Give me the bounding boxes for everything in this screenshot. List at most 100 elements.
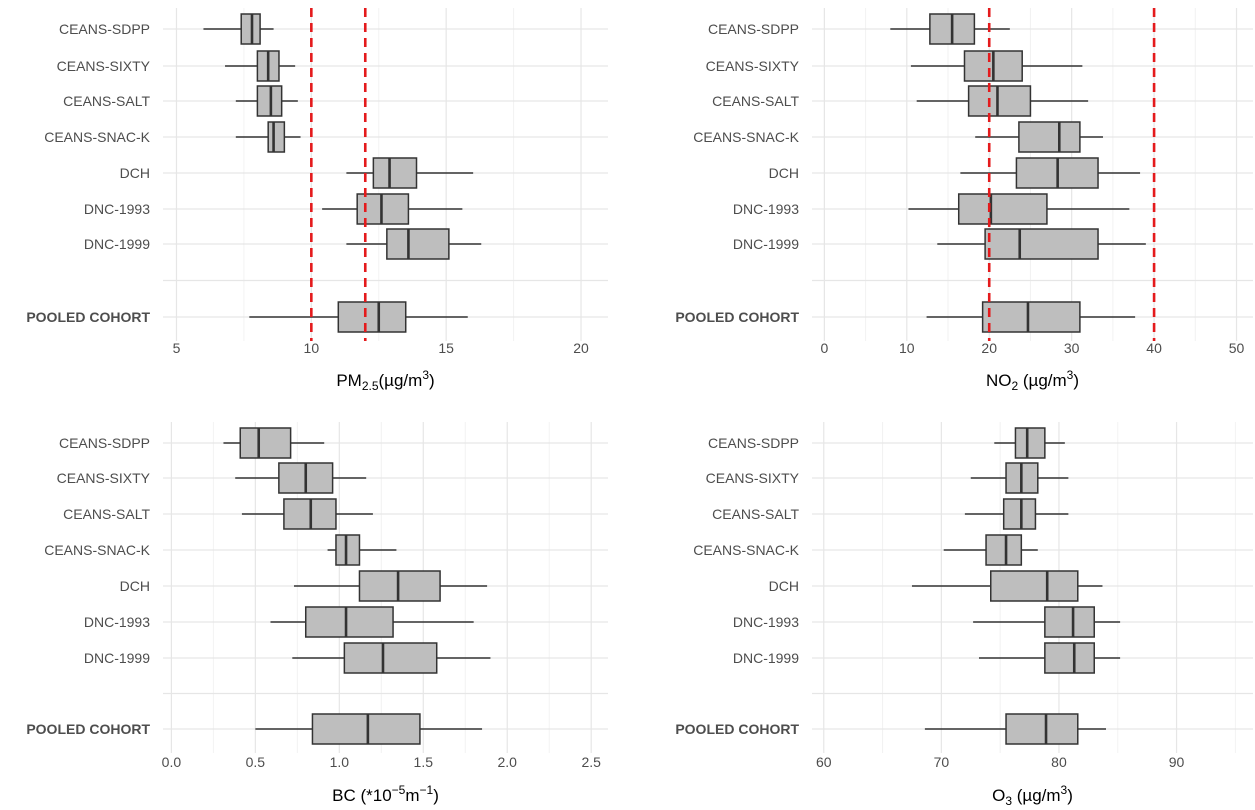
category-label: CEANS-SALT — [63, 93, 150, 109]
iqr-box — [967, 85, 1032, 117]
category-label: CEANS-SNAC-K — [693, 129, 799, 145]
box-ceans-sdpp — [890, 13, 1010, 45]
x-axis-label-part: (µg/m — [379, 371, 423, 390]
box-ceans-salt — [916, 85, 1089, 117]
category-label: CEANS-SALT — [712, 93, 799, 109]
box-ceans-sdpp — [223, 427, 325, 459]
iqr-box — [1044, 642, 1095, 674]
x-tick-label: 1.0 — [330, 754, 350, 770]
x-axis-label: BC (*10−5m−1) — [332, 783, 439, 805]
category-label: POOLED COHORT — [675, 309, 799, 325]
category-label: POOLED COHORT — [26, 721, 150, 737]
x-tick-label: 5 — [173, 340, 181, 356]
x-tick-label: 30 — [1064, 340, 1080, 356]
box-ceans-sixty — [225, 50, 296, 82]
x-tick-label: 10 — [899, 340, 915, 356]
box-ceans-snac-k — [235, 121, 301, 153]
category-label: DNC-1993 — [84, 614, 150, 630]
category-label: DCH — [120, 578, 150, 594]
iqr-box — [343, 642, 438, 674]
category-label: DNC-1993 — [84, 201, 150, 217]
box-ceans-snac-k — [943, 534, 1038, 566]
category-label: POOLED COHORT — [675, 721, 799, 737]
box-dnc-1999 — [978, 642, 1121, 674]
iqr-box — [1005, 713, 1079, 745]
iqr-box — [1014, 427, 1046, 459]
iqr-box — [239, 427, 292, 459]
box-dch — [911, 570, 1103, 602]
x-tick-label: 70 — [934, 754, 950, 770]
category-label: CEANS-SDPP — [59, 21, 150, 37]
box-ceans-sixty — [235, 462, 367, 494]
x-axis-label-part: ) — [433, 786, 439, 805]
x-tick-label: 1.5 — [414, 754, 434, 770]
iqr-box — [304, 606, 394, 638]
iqr-box — [984, 228, 1099, 260]
category-label: CEANS-SALT — [63, 506, 150, 522]
box-dnc-1999 — [937, 228, 1146, 260]
iqr-box — [335, 534, 361, 566]
iqr-box — [985, 534, 1023, 566]
x-axis-label-part: (µg/m — [1018, 371, 1067, 390]
box-dnc-1999 — [292, 642, 491, 674]
x-axis-label-part: 2.5 — [362, 379, 379, 393]
category-label: DNC-1993 — [733, 614, 799, 630]
iqr-box — [256, 85, 283, 117]
category-label: CEANS-SIXTY — [706, 470, 800, 486]
box-pooled-cohort — [926, 301, 1136, 333]
category-label: DNC-1993 — [733, 201, 799, 217]
x-axis-label-part: 3 — [1005, 794, 1012, 808]
iqr-box — [386, 228, 450, 260]
box-dch — [293, 570, 488, 602]
category-label: CEANS-SNAC-K — [44, 542, 150, 558]
iqr-box — [1044, 606, 1095, 638]
x-axis-label-part: m — [405, 786, 419, 805]
x-tick-label: 15 — [438, 340, 454, 356]
iqr-box — [957, 193, 1048, 225]
x-axis-label-part: (µg/m — [1012, 786, 1061, 805]
box-ceans-snac-k — [327, 534, 397, 566]
x-axis-label-part: 3 — [1067, 368, 1074, 382]
x-axis-label: NO2 (µg/m3) — [986, 368, 1079, 393]
x-axis-label-part: O — [992, 786, 1005, 805]
x-axis-label-part: NO — [986, 371, 1012, 390]
iqr-box — [358, 570, 441, 602]
x-axis-label: PM2.5(µg/m3) — [336, 368, 434, 393]
box-ceans-snac-k — [975, 121, 1103, 153]
x-axis-label-part: −1 — [420, 783, 434, 797]
x-tick-label: 20 — [573, 340, 589, 356]
box-pooled-cohort — [924, 713, 1106, 745]
panel-1: CEANS-SDPP CEANS-SIXTY CEANS-SALT CEANS-SNA… — [26, 8, 608, 393]
x-axis-label-part: ) — [429, 371, 435, 390]
box-dnc-1999 — [346, 228, 482, 260]
category-label: DCH — [769, 578, 799, 594]
iqr-box — [372, 157, 418, 189]
x-axis-label-part: 3 — [1061, 783, 1068, 797]
iqr-box — [311, 713, 421, 745]
x-tick-label: 2.0 — [498, 754, 518, 770]
box-dnc-1993 — [908, 193, 1130, 225]
category-label: CEANS-SIXTY — [57, 470, 151, 486]
category-label: DNC-1999 — [733, 650, 799, 666]
category-label: CEANS-SDPP — [59, 435, 150, 451]
category-label: CEANS-SALT — [712, 506, 799, 522]
x-tick-label: 20 — [981, 340, 997, 356]
iqr-box — [981, 301, 1081, 333]
x-tick-label: 40 — [1146, 340, 1162, 356]
x-tick-label: 0.0 — [162, 754, 182, 770]
x-axis-label: O3 (µg/m3) — [992, 783, 1073, 808]
category-label: CEANS-SNAC-K — [44, 129, 150, 145]
box-dnc-1993 — [322, 193, 463, 225]
panel-2: CEANS-SDPP CEANS-SIXTY CEANS-SALT CEANS-SNA… — [675, 8, 1253, 393]
box-ceans-salt — [964, 498, 1069, 530]
category-label: POOLED COHORT — [26, 309, 150, 325]
iqr-box — [337, 301, 407, 333]
iqr-box — [1002, 498, 1037, 530]
x-axis-label-part: ) — [1067, 786, 1073, 805]
x-axis-label-part: ) — [1073, 371, 1079, 390]
x-tick-label: 10 — [304, 340, 320, 356]
x-tick-label: 60 — [816, 754, 832, 770]
box-dnc-1993 — [973, 606, 1121, 638]
box-ceans-sixty — [970, 462, 1069, 494]
